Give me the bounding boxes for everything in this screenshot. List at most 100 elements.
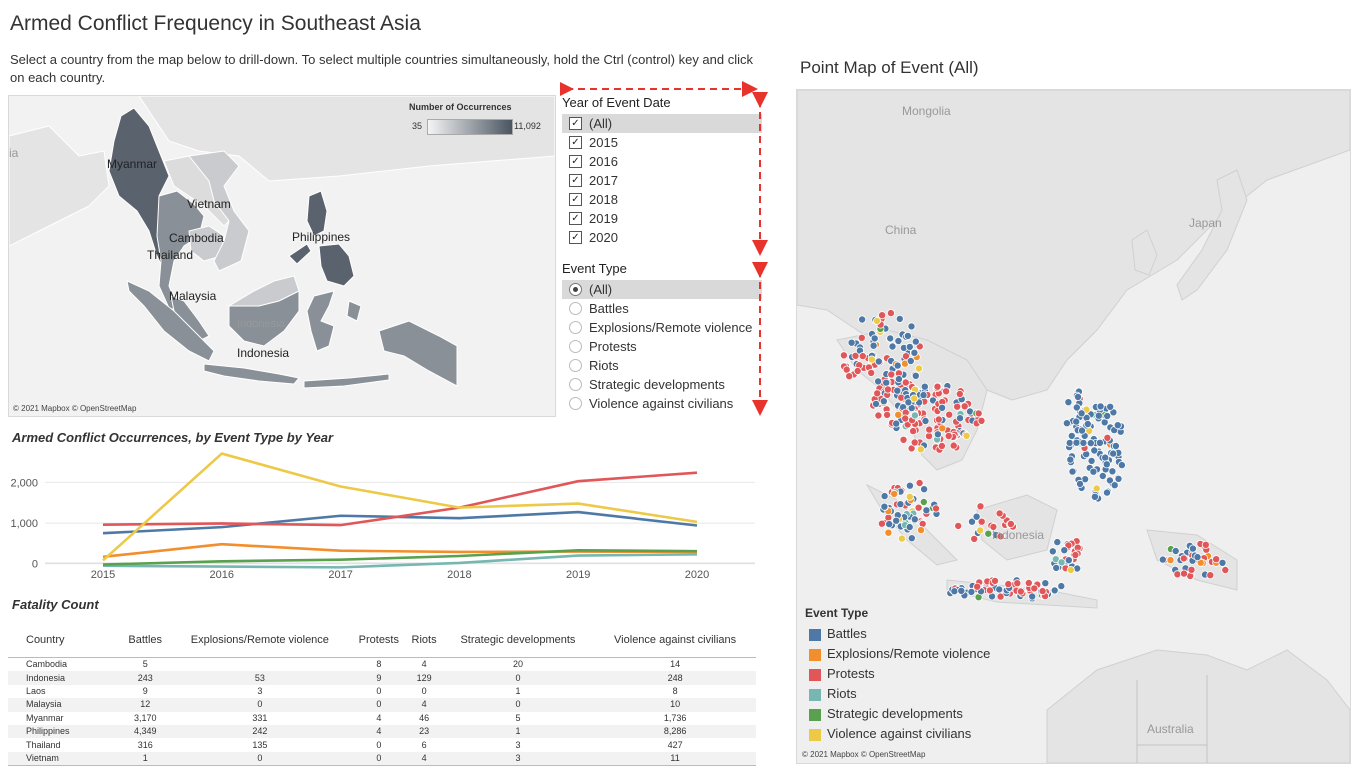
event-point[interactable] [985,586,994,595]
event-point[interactable] [949,441,958,450]
event-point[interactable] [1083,419,1092,428]
event-point[interactable] [892,419,901,428]
event-point[interactable] [1071,550,1080,559]
series-line-strategic-developments[interactable] [102,549,698,566]
event-point[interactable] [1171,546,1180,555]
table-row[interactable]: Indonesia 243 53 9 129 0 248 [8,671,756,685]
event-point[interactable] [1090,446,1099,455]
event-point[interactable] [1030,584,1039,593]
event-point[interactable] [996,532,1005,541]
event-point[interactable] [1075,479,1084,488]
event-point[interactable] [1048,547,1057,556]
event-point[interactable] [1016,587,1025,596]
event-point[interactable] [1066,455,1075,464]
event-point[interactable] [921,416,930,425]
country-vietnam[interactable] [188,150,250,272]
event-point[interactable] [1053,538,1062,547]
event-point[interactable] [1102,460,1111,469]
event-point[interactable] [905,523,914,532]
event-point[interactable] [950,587,959,596]
event-point[interactable] [895,314,904,323]
event-point[interactable] [884,528,893,537]
event-point[interactable] [1110,481,1119,490]
country-philippines-palawan[interactable] [288,243,312,265]
year-filter-item-2015[interactable]: ✓ 2015 [562,133,762,152]
country-indonesia-papua[interactable] [378,320,458,387]
event-point[interactable] [894,375,903,384]
event-point[interactable] [874,357,883,366]
year-filter-item-2019[interactable]: ✓ 2019 [562,209,762,228]
event-point[interactable] [977,517,986,526]
event-point[interactable] [879,397,888,406]
legend-item-protests[interactable]: Protests [805,664,990,684]
radio-icon[interactable] [569,378,582,391]
event-point[interactable] [1103,411,1112,420]
map-label-malaysia[interactable]: Malaysia [169,289,217,303]
event-point[interactable] [1188,544,1197,553]
country-thailand[interactable] [156,190,205,312]
year-filter-item-2017[interactable]: ✓ 2017 [562,171,762,190]
event-point[interactable] [938,403,947,412]
event-point[interactable] [1057,582,1066,591]
event-point[interactable] [896,500,905,509]
country-map[interactable]: Number of Occurrences 35 11,092 ia Myanm… [8,95,556,417]
checkbox-icon[interactable]: ✓ [569,136,582,149]
event-point[interactable] [870,334,879,343]
event-point[interactable] [910,515,919,524]
year-filter-item-2016[interactable]: ✓ 2016 [562,152,762,171]
event-filter-item-protests[interactable]: Protests [562,337,762,356]
checkbox-icon[interactable]: ✓ [569,193,582,206]
event-point[interactable] [1087,456,1096,465]
event-point[interactable] [1092,484,1101,493]
event-point[interactable] [853,366,862,375]
radio-icon[interactable] [569,359,582,372]
event-point[interactable] [990,576,999,585]
event-point[interactable] [970,534,979,543]
event-point[interactable] [1038,587,1047,596]
event-point[interactable] [945,410,954,419]
event-point[interactable] [903,331,912,340]
filter-resize-guides[interactable] [560,80,770,420]
event-point[interactable] [1077,426,1086,435]
event-point[interactable] [904,398,913,407]
event-point[interactable] [1113,421,1122,430]
year-filter-item-2018[interactable]: ✓ 2018 [562,190,762,209]
table-row[interactable]: Malaysia 12 0 0 4 0 10 [8,698,756,712]
event-point[interactable] [877,519,886,528]
map-label-indonesia[interactable]: Indonesia [237,346,290,360]
event-point[interactable] [867,355,876,364]
event-point[interactable] [911,371,920,380]
event-point[interactable] [1106,402,1115,411]
event-point[interactable] [894,336,903,345]
event-point[interactable] [910,348,919,357]
event-point[interactable] [910,394,919,403]
map-label-indonesia-borneo[interactable]: Indonesia [237,318,285,330]
event-point[interactable] [873,389,882,398]
event-point[interactable] [885,520,894,529]
event-point[interactable] [892,516,901,525]
event-point[interactable] [1068,467,1077,476]
event-point[interactable] [1060,546,1069,555]
event-point[interactable] [937,441,946,450]
event-point[interactable] [973,582,982,591]
event-filter-item-strategic[interactable]: Strategic developments [562,375,762,394]
map-label-thailand[interactable]: Thailand [147,248,194,262]
radio-icon[interactable] [569,302,582,315]
event-points[interactable] [839,309,1230,603]
event-point[interactable] [905,342,914,351]
event-point[interactable] [1114,474,1123,483]
line-chart[interactable]: 0 1,000 2,000 2015 2016 2017 2018 2019 2020 [0,448,760,588]
event-point[interactable] [1094,411,1103,420]
event-point[interactable] [917,526,926,535]
table-row[interactable]: Philippines 4,349 242 4 23 1 8,286 [8,724,756,739]
event-point[interactable] [1066,565,1075,574]
country-philippines-mindanao[interactable] [318,243,355,287]
event-point[interactable] [909,427,918,436]
point-map[interactable]: Mongolia China Japan Indonesia Australia… [796,89,1351,764]
event-point[interactable] [1065,438,1074,447]
event-point[interactable] [1052,563,1061,572]
event-point[interactable] [899,435,908,444]
event-point[interactable] [920,485,929,494]
event-point[interactable] [974,409,983,418]
event-point[interactable] [1173,570,1182,579]
